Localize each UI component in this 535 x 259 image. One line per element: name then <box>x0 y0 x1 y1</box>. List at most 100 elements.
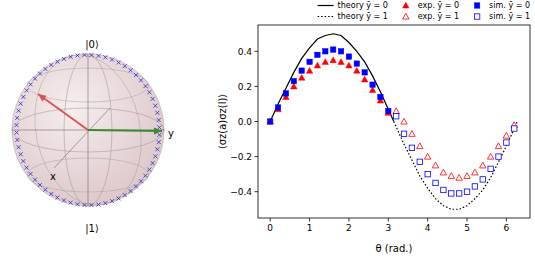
state-arrow <box>88 130 162 131</box>
trajectory-cross <box>62 57 66 61</box>
data-point <box>275 105 280 110</box>
trajectory-cross <box>38 72 42 76</box>
trajectory-cross <box>157 133 161 137</box>
x-axis <box>54 108 110 168</box>
y-tick <box>255 156 259 157</box>
y-tick <box>255 86 259 87</box>
data-point <box>362 70 367 75</box>
figure: |0⟩|1⟩xy0123456−0.4−0.20.00.20.4θ (rad.)… <box>0 0 535 259</box>
trajectory-cross <box>21 159 25 163</box>
sphere-label: |1⟩ <box>85 223 99 235</box>
trajectory-cross <box>15 138 19 142</box>
data-point <box>370 82 375 87</box>
trajectory-cross <box>103 55 107 59</box>
data-point <box>361 76 367 82</box>
data-point <box>283 91 288 96</box>
data-point <box>322 59 328 65</box>
trajectory-cross <box>123 64 127 68</box>
legend-label: theory ȳ = 0 <box>338 1 388 10</box>
y-axis-label: ⟨σz(a)σz(l)⟩ <box>217 94 228 150</box>
trajectory-cross <box>19 152 23 156</box>
data-point <box>503 132 509 138</box>
trajectory-cross <box>157 118 161 122</box>
trajectory-cross <box>110 58 114 62</box>
data-point <box>456 191 461 196</box>
trajectory-cross <box>82 203 86 207</box>
data-point <box>417 143 423 149</box>
trajectory-cross <box>143 84 147 88</box>
data-point <box>409 145 414 150</box>
sphere-label: x <box>50 171 56 182</box>
data-point <box>504 140 509 145</box>
x-tick-label: 1 <box>307 223 313 233</box>
x-tick <box>309 218 310 222</box>
x-tick <box>427 218 428 222</box>
trajectory-cross <box>43 67 47 71</box>
x-tick <box>388 218 389 222</box>
x-tick <box>348 218 349 222</box>
trajectory-cross <box>55 60 59 64</box>
trajectory-cross <box>143 174 147 178</box>
trajectory-cross <box>38 183 42 187</box>
trajectory-cross <box>55 195 59 199</box>
data-point <box>433 180 438 185</box>
data-point <box>393 108 399 114</box>
data-point <box>440 169 446 175</box>
sphere <box>12 54 164 206</box>
data-point <box>338 59 344 65</box>
trajectory-cross <box>83 53 87 57</box>
trajectory-cross <box>19 102 23 106</box>
trajectory-cross <box>33 178 37 182</box>
data-point <box>425 171 430 176</box>
x-tick <box>270 218 271 222</box>
data-point <box>306 67 312 73</box>
data-point <box>449 191 454 196</box>
trajectory-cross <box>151 161 155 165</box>
trajectory-cross <box>29 82 33 86</box>
legend-handle <box>318 5 334 6</box>
data-point <box>448 173 454 179</box>
trajectory-cross <box>153 154 157 158</box>
data-point <box>338 49 343 54</box>
trajectory-cross <box>49 192 53 196</box>
trajectory-cross <box>75 202 79 206</box>
x-axis-label: θ (rad.) <box>376 243 413 254</box>
y-tick-label: 0.2 <box>238 82 252 92</box>
data-point <box>315 52 320 57</box>
chart: 0123456−0.4−0.20.00.20.4θ (rad.)⟨σz(a)σz… <box>217 25 530 254</box>
legend-handle <box>474 3 479 8</box>
legend-handle <box>403 13 409 19</box>
trajectory-cross <box>103 201 107 205</box>
data-point <box>456 174 462 180</box>
state-arrow-head <box>38 94 47 102</box>
trajectory-cross <box>43 188 47 192</box>
theory-line <box>394 122 518 210</box>
data-point <box>464 189 469 194</box>
x-tick <box>506 218 507 222</box>
data-point <box>488 166 493 171</box>
legend-label: sim. ȳ = 0 <box>489 1 530 10</box>
legend-label: theory ȳ = 1 <box>338 12 388 21</box>
y-tick-label: −0.2 <box>230 152 252 162</box>
trajectory-cross <box>25 166 29 170</box>
y-tick <box>255 191 259 192</box>
plot-marks <box>267 34 517 209</box>
trajectory-cross <box>90 53 94 57</box>
trajectory-cross <box>15 131 19 135</box>
data-point <box>472 169 478 175</box>
data-point <box>487 153 493 159</box>
data-point <box>432 162 438 168</box>
trajectory-cross <box>97 54 101 58</box>
data-point <box>401 118 407 124</box>
data-point <box>268 119 273 124</box>
data-point <box>441 187 446 192</box>
data-point <box>378 94 383 99</box>
y-tick-label: 0.4 <box>238 47 253 57</box>
sphere-label: |0⟩ <box>85 39 99 51</box>
y-tick-label: 0.0 <box>238 117 253 127</box>
trajectory-cross <box>155 111 159 115</box>
trajectory-cross <box>15 116 19 120</box>
data-point <box>354 61 359 66</box>
trajectory-cross <box>49 63 53 67</box>
trajectory-cross <box>134 184 138 188</box>
